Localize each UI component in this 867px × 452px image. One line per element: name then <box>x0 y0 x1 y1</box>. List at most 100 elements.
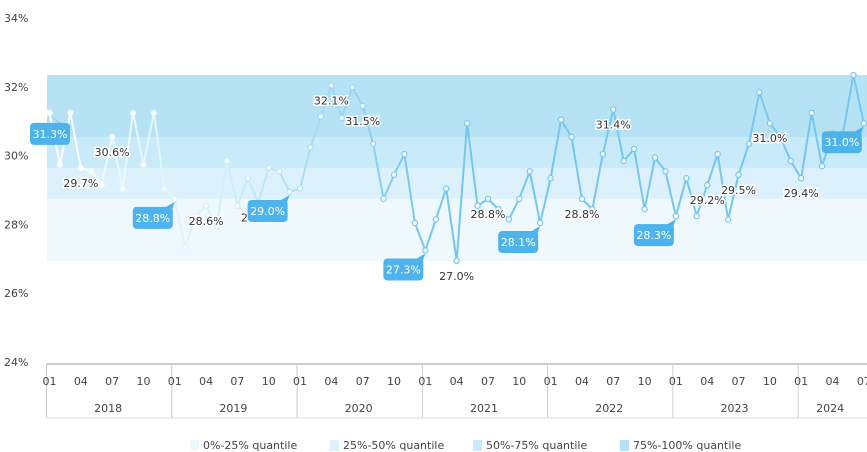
point <box>516 195 523 203</box>
x-tick-label: 04 <box>450 375 464 388</box>
annotation-label: 29.2% <box>690 194 725 207</box>
point <box>411 219 419 227</box>
point <box>422 247 429 254</box>
year-label: 2022 <box>595 402 623 415</box>
point <box>453 257 460 264</box>
legend-label: 50%-75% quantile <box>486 439 587 452</box>
point <box>171 195 178 203</box>
point <box>380 195 387 203</box>
annotation-box: 31.0% <box>821 126 864 154</box>
annotation-box: 28.1% <box>498 225 541 253</box>
x-tick-label: 01 <box>168 375 182 388</box>
x-tick-label: 07 <box>230 375 244 388</box>
point <box>432 216 439 223</box>
annotation-label: 29.0% <box>250 205 285 218</box>
annotation-label: 28.1% <box>501 236 536 249</box>
point <box>161 185 168 192</box>
legend-label: 0%-25% quantile <box>203 439 297 452</box>
point <box>108 133 116 141</box>
point <box>651 154 659 161</box>
point <box>495 205 502 213</box>
annotation-bg <box>383 258 424 281</box>
year-label: 2019 <box>219 402 247 415</box>
x-tick-label: 04 <box>74 375 88 388</box>
point <box>67 109 74 117</box>
year-label: 2023 <box>721 402 749 415</box>
annotation-bg <box>633 224 674 247</box>
point <box>630 145 638 153</box>
annotation-label: 31.4% <box>596 118 631 131</box>
point <box>98 181 105 189</box>
point <box>443 185 450 192</box>
y-tick-label: 24% <box>4 356 28 369</box>
point <box>474 202 481 209</box>
x-tick-label: 07 <box>606 375 620 388</box>
point <box>704 181 711 189</box>
x-tick-label: 01 <box>43 375 57 388</box>
point <box>140 161 147 168</box>
annotation-label: 28.3% <box>636 229 671 242</box>
point <box>745 140 753 148</box>
annotation-label: 29.7% <box>63 177 98 190</box>
y-tick-label: 34% <box>4 12 28 25</box>
annotation-box: 31.3% <box>30 115 70 145</box>
point <box>265 164 272 172</box>
point <box>693 212 700 220</box>
annotation-label: 27.3% <box>386 263 421 276</box>
point <box>349 83 356 91</box>
annotation-label: 29.5% <box>721 184 756 197</box>
point <box>119 185 126 192</box>
point <box>47 109 53 117</box>
point <box>192 212 199 220</box>
point <box>369 140 377 148</box>
point <box>223 157 231 165</box>
annotation-label: 27.0% <box>439 270 474 283</box>
x-tick-label: 01 <box>293 375 307 388</box>
x-tick-label: 04 <box>199 375 213 388</box>
quantile-band <box>47 136 867 168</box>
quantile-band <box>47 75 867 137</box>
point <box>547 175 554 182</box>
point <box>390 171 398 178</box>
point <box>683 175 690 182</box>
point <box>307 144 314 151</box>
point <box>526 168 533 175</box>
bands <box>47 75 867 261</box>
annotation-pointer <box>49 115 68 129</box>
annotation-bg <box>247 200 288 222</box>
x-tick-label: 10 <box>512 375 526 388</box>
legend-swatch <box>190 440 199 451</box>
point <box>672 212 680 220</box>
annotation-label: 28.8% <box>135 212 170 225</box>
year-label: 2018 <box>94 402 122 415</box>
point <box>401 150 408 158</box>
annotation-bg <box>132 206 173 229</box>
x-tick-label: 10 <box>387 375 401 388</box>
point <box>777 133 784 141</box>
annotation-box: 28.8% <box>132 201 175 229</box>
annotation-box: 29.0% <box>247 195 290 222</box>
annotation-box: 27.3% <box>383 253 426 281</box>
point <box>234 202 241 209</box>
point <box>620 157 627 165</box>
point <box>818 162 826 170</box>
x-tick-label: 01 <box>794 375 808 388</box>
point <box>850 71 857 79</box>
x-tick-label: 04 <box>575 375 589 388</box>
annotation-box: 28.3% <box>633 219 676 247</box>
y-tick-label: 26% <box>4 287 28 300</box>
quantile-band <box>47 167 867 199</box>
x-tick-label: 01 <box>669 375 683 388</box>
x-tick-label: 04 <box>700 375 714 388</box>
point <box>557 116 565 123</box>
point <box>735 171 742 178</box>
point <box>714 150 721 158</box>
annotation-bg <box>821 131 862 154</box>
y-tick-label: 28% <box>4 218 28 231</box>
point <box>505 216 513 223</box>
year-label: 2021 <box>470 402 498 415</box>
x-tick-label: 04 <box>826 375 840 388</box>
point <box>589 205 596 213</box>
legend-swatch <box>473 440 482 451</box>
point <box>56 161 64 168</box>
